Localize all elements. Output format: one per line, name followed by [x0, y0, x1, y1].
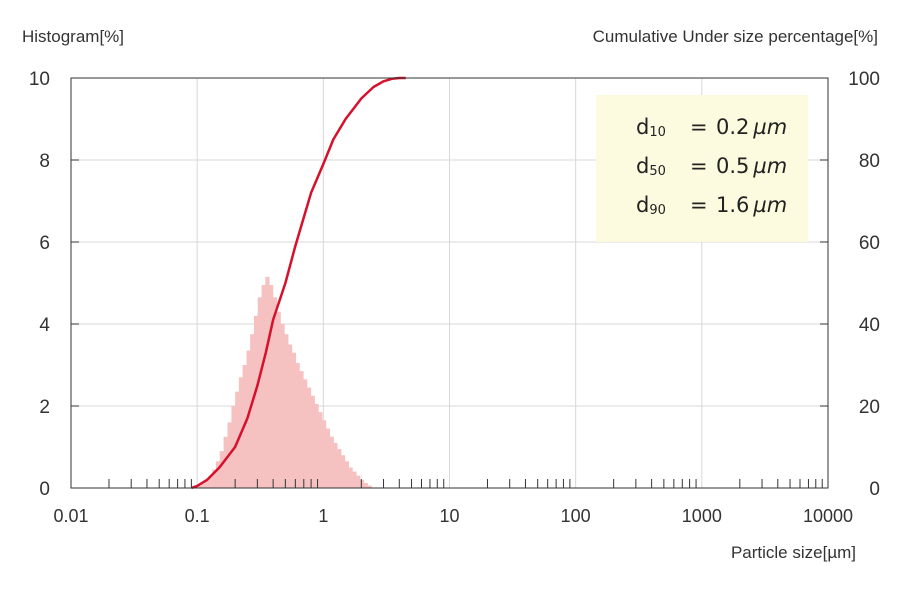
histogram-bar: [257, 297, 262, 488]
stat-number: 1.6: [716, 193, 750, 217]
histogram-bar: [284, 334, 289, 488]
stat-value: 0.5 µm: [716, 154, 787, 178]
stat-letter: d: [636, 154, 650, 178]
histogram-bar: [231, 406, 236, 488]
histogram-bar: [356, 475, 361, 488]
stat-equals: =: [690, 154, 708, 178]
stat-number: 0.5: [716, 154, 750, 178]
x-tick-label: 0.01: [53, 506, 88, 526]
histogram-bar: [325, 428, 331, 488]
histogram-bar: [280, 324, 285, 488]
histogram-bar: [348, 467, 353, 488]
histogram-bar: [329, 436, 334, 488]
histogram-bar: [299, 371, 304, 488]
histogram-bar: [219, 451, 225, 488]
histogram-bars: [197, 276, 372, 488]
d90-stat: d90 = 1.6 µm: [596, 191, 808, 230]
stat-subscript: 90: [649, 203, 666, 218]
histogram-bar: [367, 485, 372, 488]
histogram-bar: [291, 352, 297, 488]
x-tick-label: 0.1: [185, 506, 210, 526]
histogram-bar: [223, 436, 228, 488]
stat-subscript: 50: [649, 164, 666, 179]
stat-label: d10: [636, 115, 666, 140]
y-right-tick-label: 80: [859, 151, 880, 172]
d10-stat: d10 = 0.2 µm: [596, 113, 808, 152]
histogram-bar: [200, 483, 205, 488]
stat-unit: µm: [753, 154, 788, 178]
histogram-bar: [250, 334, 255, 488]
histogram-bar: [322, 420, 327, 488]
stat-number: 0.2: [716, 115, 750, 139]
histogram-bar: [352, 471, 357, 488]
histogram-bar: [269, 285, 274, 488]
x-tick-label: 10000: [803, 506, 853, 526]
histogram-bar: [295, 362, 300, 488]
histogram-bar: [253, 315, 259, 488]
cumulative-curve: [190, 76, 406, 490]
y-left-tick-label: 2: [39, 397, 50, 418]
stat-equals: =: [690, 115, 708, 139]
histogram-bar: [288, 344, 293, 488]
histogram-bar: [359, 479, 365, 488]
y-left-tick-label: 6: [39, 233, 50, 254]
histogram-bar: [318, 412, 323, 488]
histogram-bar: [333, 442, 338, 488]
histogram-bar: [208, 475, 213, 488]
histogram-bar: [303, 379, 308, 488]
y-tick-marks: [71, 159, 828, 407]
stat-unit: µm: [753, 193, 788, 217]
histogram-bar: [344, 461, 349, 488]
histogram-bar: [197, 485, 202, 488]
x-tick-label: 100: [561, 506, 591, 526]
tick-labels: 0.01 0.1 1 10 100 1000 10000024681002040608010…: [29, 69, 880, 526]
y-right-tick-label: 60: [859, 233, 880, 254]
histogram-bar: [363, 483, 368, 488]
stat-equals: =: [690, 193, 708, 217]
histogram-bar: [314, 403, 319, 488]
plot-frame: [70, 77, 829, 489]
histogram-bar: [337, 449, 342, 488]
y-right-tick-label: 100: [848, 69, 880, 90]
stat-letter: d: [636, 115, 650, 139]
x-tick-label: 1: [318, 506, 328, 526]
y-left-tick-label: 4: [39, 315, 50, 336]
statistics-box: d10 = 0.2 µm d50 = 0.5 µm d90 = 1.6 µm: [596, 95, 808, 242]
y-left-tick-label: 10: [29, 69, 50, 90]
x-tick-label: 1000: [682, 506, 722, 526]
stat-letter: d: [636, 193, 650, 217]
cumulative-curve-layer: [190, 76, 406, 490]
histogram-bar: [306, 387, 312, 488]
stat-unit: µm: [753, 115, 788, 139]
histogram-bar: [272, 297, 278, 488]
y-right-tick-label: 20: [859, 397, 880, 418]
histogram-bar: [215, 461, 221, 488]
stat-label: d90: [636, 193, 666, 218]
stat-label: d50: [636, 154, 666, 179]
y-right-tick-label: 0: [869, 479, 880, 500]
stat-value: 1.6 µm: [716, 193, 787, 217]
stat-value: 0.2 µm: [716, 115, 787, 139]
histogram-bar: [246, 350, 251, 488]
histogram-bar: [310, 395, 315, 488]
histogram-bar: [204, 479, 209, 488]
y-left-tick-label: 8: [39, 151, 50, 172]
d50-stat: d50 = 0.5 µm: [596, 152, 808, 191]
histogram-bar: [212, 469, 217, 488]
y-right-tick-label: 40: [859, 315, 880, 336]
y-left-tick-label: 0: [39, 479, 50, 500]
histogram-bar: [340, 455, 346, 488]
histogram-bar: [261, 285, 266, 488]
histogram-bar: [276, 311, 281, 488]
histogram-bar: [265, 276, 270, 488]
x-minor-ticks: [108, 479, 823, 488]
right-axis-title: Cumulative Under size percentage[%]: [593, 27, 878, 46]
x-tick-label: 10: [439, 506, 459, 526]
left-axis-title: Histogram[%]: [22, 27, 124, 46]
stat-subscript: 10: [649, 125, 666, 140]
x-axis-title: Particle size[µm]: [731, 543, 856, 562]
